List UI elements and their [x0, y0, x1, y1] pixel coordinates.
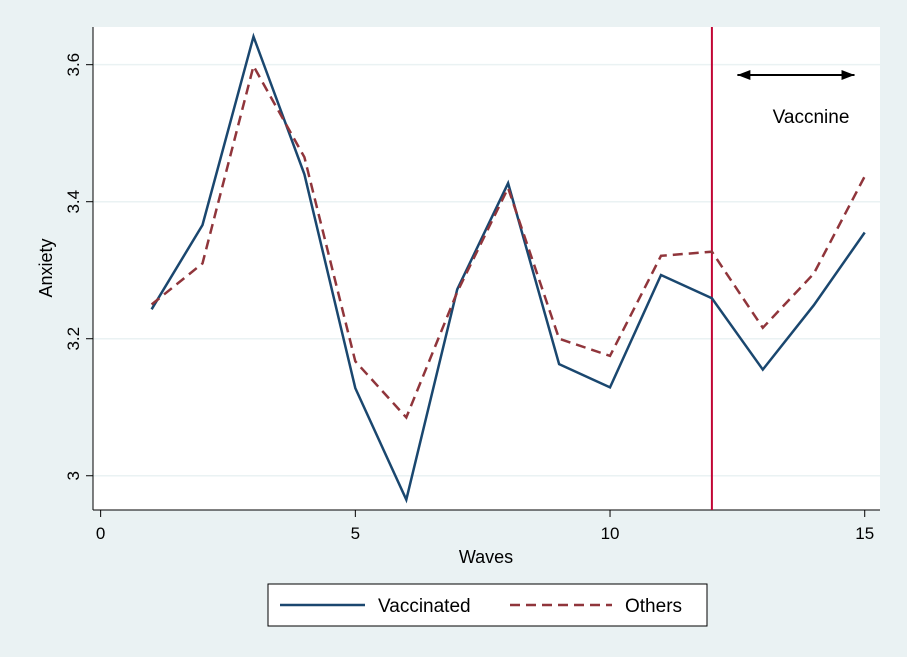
axes: 3 3.2 3.4 3.6 0 5 10 15: [64, 27, 880, 543]
series-line-others: [150, 62, 866, 420]
grid: [93, 63, 880, 477]
x-axis-title: Waves: [459, 547, 513, 567]
annotation-arrowhead-left: [737, 69, 751, 80]
x-tick-label: 10: [601, 524, 620, 543]
plot-area: [93, 27, 880, 510]
legend: Vaccinated Others: [267, 583, 708, 627]
x-tick-label: 5: [351, 524, 360, 543]
series-line-vaccinated: [150, 32, 866, 504]
x-tick-label: 15: [855, 524, 874, 543]
y-tick-label: 3.4: [64, 190, 83, 214]
x-tick-label: 0: [96, 524, 105, 543]
y-axis-title: Anxiety: [36, 238, 56, 297]
annotation-arrowhead-right: [841, 69, 855, 80]
y-tick-label: 3.6: [64, 53, 83, 77]
annotation: Vaccnine: [737, 69, 855, 128]
series: [150, 32, 866, 504]
annotation-label: Vaccnine: [773, 107, 850, 128]
y-tick-label: 3.2: [64, 327, 83, 351]
legend-label-others: Others: [625, 596, 682, 617]
y-tick-label: 3: [64, 471, 83, 480]
legend-label-vaccinated: Vaccinated: [378, 596, 471, 617]
